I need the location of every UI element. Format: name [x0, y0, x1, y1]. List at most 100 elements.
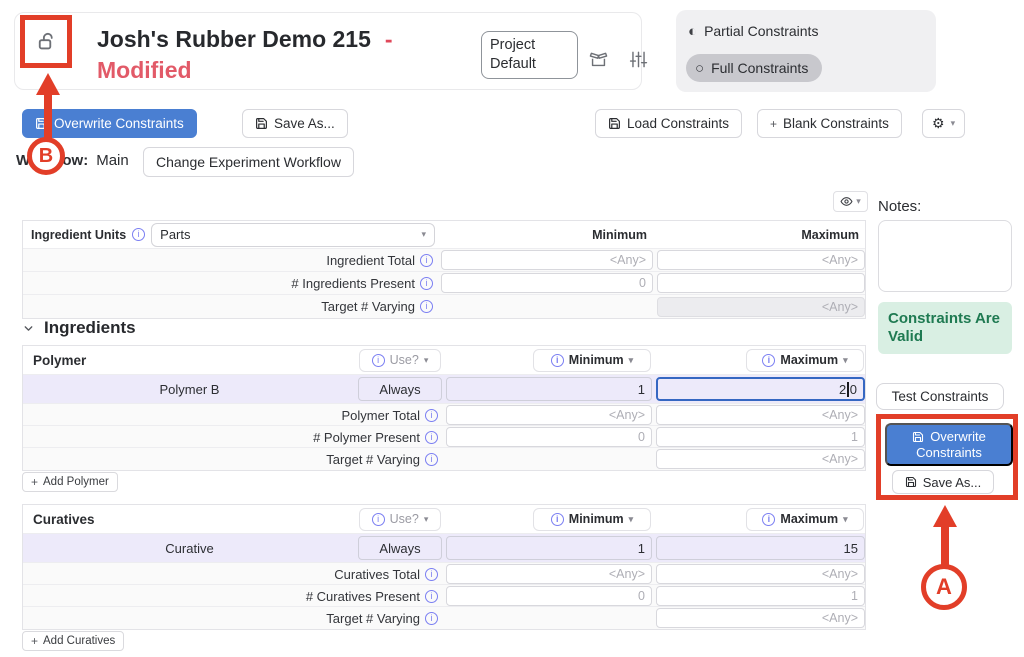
- info-icon[interactable]: i: [420, 276, 433, 290]
- info-icon[interactable]: i: [425, 589, 438, 603]
- curatives-present-max-input[interactable]: [656, 586, 865, 606]
- curatives-present-min-input[interactable]: [446, 586, 652, 606]
- overwrite-constraints-button[interactable]: Overwrite Constraints: [22, 109, 197, 138]
- polymer-present-max-input[interactable]: [656, 427, 865, 447]
- annotation-a-arrow-shaft: [941, 525, 949, 567]
- polymer-varying-max-input[interactable]: [656, 449, 865, 469]
- polymer-use-select[interactable]: Always: [358, 377, 442, 401]
- curatives-varying-max-input[interactable]: [656, 608, 865, 628]
- plus-icon: +: [31, 634, 39, 648]
- save-icon: [35, 117, 48, 130]
- add-curatives-button[interactable]: + Add Curatives: [22, 631, 125, 651]
- change-workflow-button[interactable]: Change Experiment Workflow: [143, 147, 354, 177]
- notes-label: Notes:: [878, 198, 922, 215]
- package-icon[interactable]: [589, 50, 608, 69]
- title-dash: -: [384, 26, 393, 52]
- save-icon: [255, 117, 268, 130]
- blank-constraints-button[interactable]: + Blank Constraints: [757, 109, 902, 138]
- ingredient-units-label: Ingredient Units: [31, 227, 127, 242]
- table-row: Curatives Total i: [23, 563, 865, 585]
- curative-min-input[interactable]: 1: [446, 536, 652, 560]
- header-card: Josh's Rubber Demo 215- Modified Project…: [14, 12, 648, 90]
- info-icon[interactable]: i: [425, 567, 438, 581]
- info-icon: i: [762, 512, 776, 526]
- info-icon[interactable]: i: [425, 611, 438, 625]
- info-icon[interactable]: i: [425, 430, 438, 444]
- info-icon[interactable]: i: [132, 228, 146, 241]
- workflow-value: Main: [96, 152, 129, 169]
- save-as-side-button[interactable]: Save As...: [892, 470, 994, 494]
- row-label: Polymer Total: [341, 407, 420, 423]
- page-title: Josh's Rubber Demo 215-: [97, 26, 393, 52]
- ingredient-total-min-input[interactable]: [441, 250, 653, 270]
- ingredients-section-header[interactable]: Ingredients: [22, 318, 136, 338]
- visibility-menu-button[interactable]: ▾: [833, 191, 868, 212]
- lock-open-button[interactable]: [35, 29, 61, 55]
- full-constraints-option[interactable]: ○ Full Constraints: [686, 54, 823, 82]
- chevron-down-icon: ▾: [856, 196, 861, 206]
- partial-constraints-label: Partial Constraints: [704, 23, 819, 39]
- ingredient-name: Curative: [165, 540, 214, 556]
- column-header-minimum: Minimum: [592, 227, 647, 242]
- chevron-down-icon: ▾: [421, 229, 426, 239]
- sliders-icon[interactable]: [629, 50, 648, 69]
- table-row: # Ingredients Present i: [23, 272, 865, 295]
- maximum-column-menu[interactable]: i Maximum ▾: [746, 348, 864, 372]
- table-row: Target # Varying i: [23, 295, 865, 318]
- curative-max-input[interactable]: 15: [656, 536, 865, 560]
- polymer-min-input[interactable]: 1: [446, 377, 652, 401]
- curatives-total-min-input[interactable]: [446, 564, 652, 584]
- lock-open-icon: [37, 31, 59, 53]
- column-header-maximum: Maximum: [801, 227, 859, 242]
- notes-textarea[interactable]: [878, 220, 1012, 292]
- chevron-down-icon: ▾: [843, 513, 848, 524]
- save-icon: [905, 476, 917, 488]
- info-icon[interactable]: i: [420, 253, 433, 267]
- info-icon: i: [762, 353, 776, 367]
- settings-menu-button[interactable]: ⚙ ▾: [922, 109, 966, 138]
- table-row: Target # Varying i: [23, 607, 865, 629]
- load-constraints-button[interactable]: Load Constraints: [595, 109, 743, 138]
- minimum-column-menu[interactable]: i Minimum ▾: [533, 348, 651, 372]
- curatives-table: Curatives i Use? ▾ i Minimum ▾ i Maximum…: [22, 504, 866, 630]
- row-label: Curatives Total: [334, 566, 420, 582]
- row-label: Ingredient Total: [326, 252, 415, 268]
- chevron-down-icon: [22, 322, 35, 335]
- info-icon[interactable]: i: [420, 300, 433, 313]
- overwrite-constraints-side-button[interactable]: Overwrite Constraints: [885, 423, 1013, 466]
- ingredients-present-max-input[interactable]: [657, 273, 865, 293]
- save-icon: [608, 117, 621, 130]
- add-polymer-button[interactable]: + Add Polymer: [22, 472, 118, 492]
- table-row: Ingredient Total i: [23, 249, 865, 272]
- info-icon[interactable]: i: [425, 408, 438, 422]
- text-cursor: [847, 381, 849, 397]
- info-icon[interactable]: i: [425, 452, 438, 466]
- polymer-total-min-input[interactable]: [446, 405, 652, 425]
- plus-icon: +: [31, 475, 39, 489]
- maximum-column-menu[interactable]: i Maximum ▾: [746, 507, 864, 531]
- row-label: Target # Varying: [321, 299, 415, 314]
- curative-use-select[interactable]: Always: [358, 536, 442, 560]
- minimum-column-menu[interactable]: i Minimum ▾: [533, 507, 651, 531]
- units-select[interactable]: Parts ▾: [151, 222, 435, 247]
- constraint-mode-panel: ◐ Partial Constraints ○ Full Constraints: [676, 10, 936, 92]
- partial-constraints-option[interactable]: ◐ Partial Constraints: [688, 23, 818, 39]
- test-constraints-button[interactable]: Test Constraints: [876, 383, 1004, 410]
- modified-status: Modified: [97, 57, 192, 83]
- project-selector[interactable]: Project Default: [481, 31, 578, 79]
- units-table: Ingredient Units i Parts ▾ Minimum Maxim…: [22, 220, 866, 319]
- curatives-total-max-input[interactable]: [656, 564, 865, 584]
- chevron-down-icon: ▾: [628, 513, 634, 524]
- empty-circle-icon: ○: [695, 59, 705, 77]
- polymer-total-max-input[interactable]: [656, 405, 865, 425]
- save-as-button[interactable]: Save As...: [242, 109, 348, 138]
- ingredient-total-max-input[interactable]: [657, 250, 865, 270]
- chevron-down-icon: ▾: [423, 354, 429, 365]
- ingredients-present-min-input[interactable]: [441, 273, 653, 293]
- use-column-menu[interactable]: i Use? ▾: [359, 507, 441, 531]
- workflow-label: Workflow: Main: [16, 152, 129, 169]
- polymer-present-min-input[interactable]: [446, 427, 652, 447]
- use-column-menu[interactable]: i Use? ▾: [359, 348, 441, 372]
